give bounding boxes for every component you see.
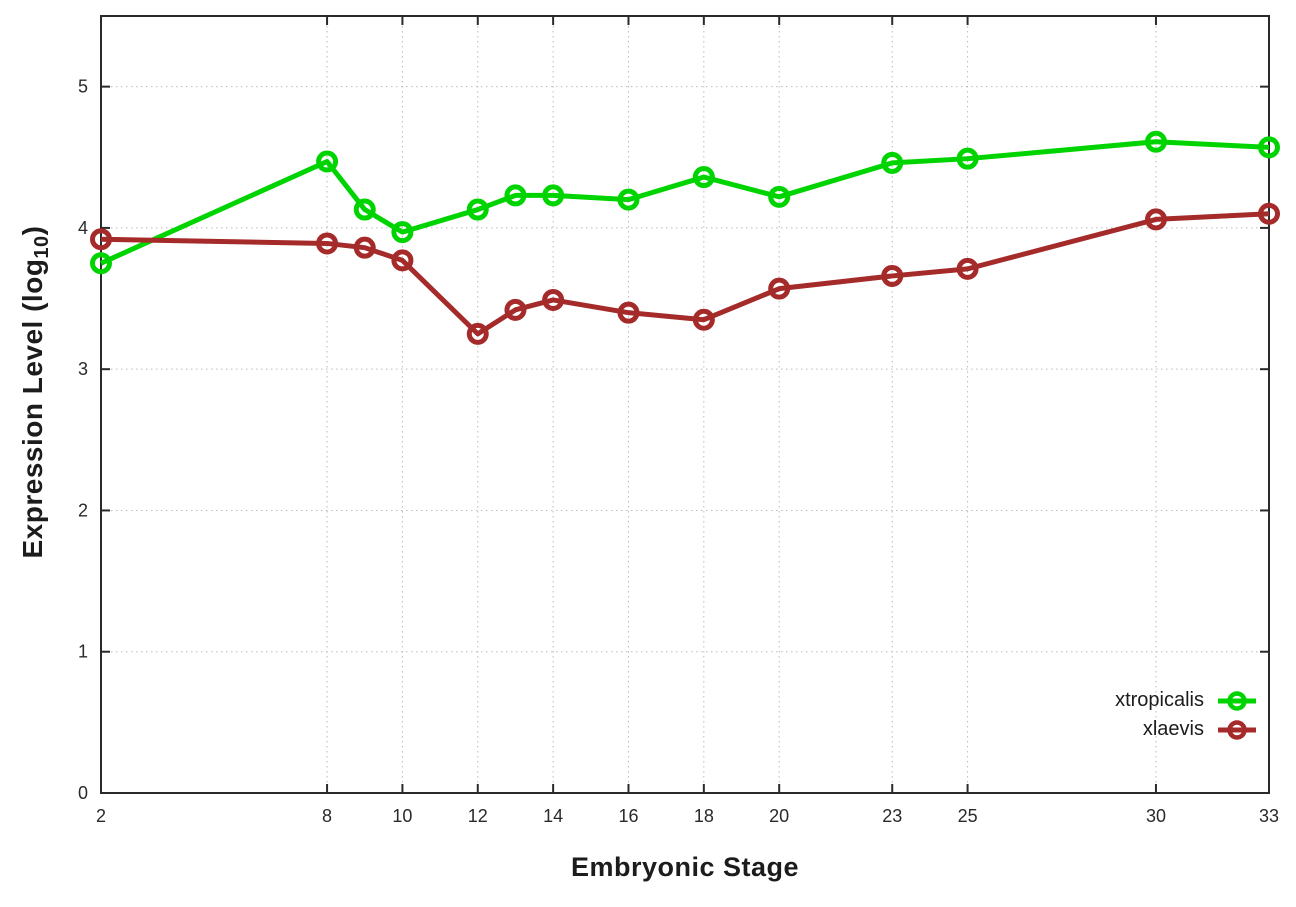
y-tick-label: 2 — [78, 500, 88, 520]
series-xlaevis-point — [504, 298, 527, 321]
y-tick-label: 0 — [78, 783, 88, 803]
y-tick-label: 1 — [78, 642, 88, 662]
legend-item-xlaevis: xlaevis — [1115, 715, 1258, 744]
series-xlaevis-point — [956, 257, 979, 280]
x-tick-label: 33 — [1259, 806, 1279, 826]
legend-label-xtropicalis: xtropicalis — [1115, 689, 1204, 711]
series-xtropicalis-point — [504, 184, 527, 207]
legend-label-xlaevis: xlaevis — [1142, 718, 1204, 740]
series-xtropicalis-point — [90, 252, 112, 275]
series-xlaevis-point — [881, 264, 904, 287]
series-xlaevis-point — [316, 232, 339, 255]
series-xlaevis-point — [353, 236, 376, 259]
y-tick-label: 4 — [78, 218, 88, 238]
series-xlaevis-point — [90, 228, 112, 251]
y-tick-label: 3 — [78, 359, 88, 379]
series-xlaevis-point — [542, 288, 565, 311]
series-xlaevis-point — [692, 308, 715, 331]
x-tick-label: 14 — [543, 806, 563, 826]
series-xtropicalis-point — [617, 188, 640, 211]
x-tick-label: 10 — [392, 806, 412, 826]
series-xtropicalis-point — [768, 185, 791, 208]
y-axis-label-close: ) — [17, 225, 48, 236]
x-tick-label: 30 — [1146, 806, 1166, 826]
y-axis-label: Expression Level (log10) — [17, 225, 53, 559]
legend: xtropicalis xlaevis — [1115, 686, 1258, 744]
series-xtropicalis-point — [692, 166, 715, 189]
series-xlaevis-point — [1258, 202, 1280, 225]
series-xtropicalis-point — [466, 198, 489, 221]
legend-marker-line-point-icon — [1218, 719, 1256, 740]
y-tick-label: 5 — [78, 77, 88, 97]
x-axis-label: Embryonic Stage — [570, 852, 800, 882]
series-xlaevis-point — [391, 249, 414, 272]
series-xtropicalis-point — [316, 150, 339, 173]
legend-marker-line-point-icon — [1218, 690, 1256, 711]
series-xtropicalis-point — [1144, 130, 1167, 153]
x-tick-label: 12 — [468, 806, 488, 826]
series-xtropicalis-point — [881, 151, 904, 174]
series-xtropicalis-point — [391, 221, 414, 244]
legend-item-xtropicalis: xtropicalis — [1115, 686, 1258, 715]
x-tick-label: 18 — [694, 806, 714, 826]
series-xtropicalis-point — [542, 184, 565, 207]
series-xlaevis-point — [466, 322, 489, 345]
x-tick-label: 2 — [96, 806, 106, 826]
series-xlaevis-point — [1144, 208, 1167, 231]
series-xtropicalis-point — [956, 147, 979, 170]
series-xtropicalis-line — [99, 139, 1270, 266]
x-tick-label: 23 — [882, 806, 902, 826]
series-xlaevis-point — [617, 301, 640, 324]
plot-border — [100, 15, 1270, 794]
x-tick-label: 8 — [322, 806, 332, 826]
series-xtropicalis-point — [1258, 136, 1280, 159]
x-tick-label: 20 — [769, 806, 789, 826]
series-xtropicalis-point — [353, 198, 376, 221]
series-xlaevis-point — [768, 277, 791, 300]
x-tick-label: 16 — [618, 806, 638, 826]
series-xlaevis-line — [100, 211, 1270, 337]
x-tick-label: 25 — [958, 806, 978, 826]
y-axis-label-subscript: 10 — [31, 235, 53, 259]
y-axis-label-text: Expression Level (log — [17, 258, 48, 559]
